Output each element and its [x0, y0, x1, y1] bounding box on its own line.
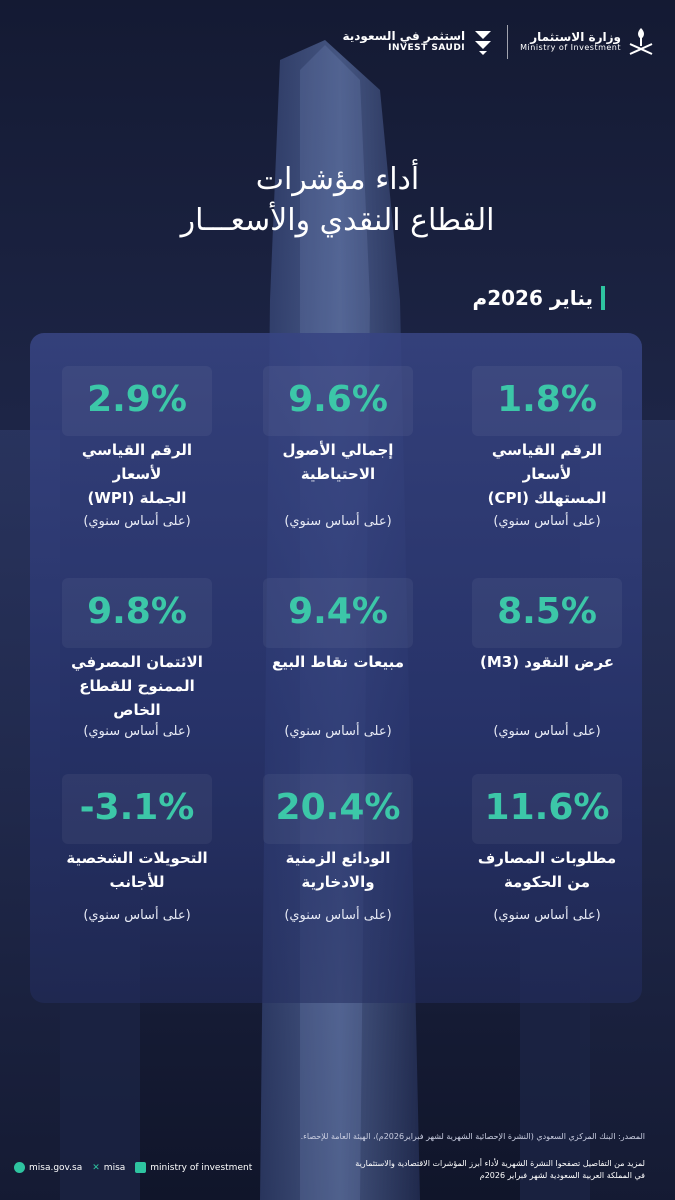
period-label: يناير 2026م — [473, 286, 605, 310]
linkedin-link[interactable]: ministry of investment — [150, 1162, 253, 1173]
indicator-label: التحويلات الشخصية للأجانب — [66, 849, 208, 891]
card-highlight — [263, 366, 413, 436]
indicator-card-cpi: 1.8% الرقم القياسي لأسعار المستهلك (CPI)… — [472, 366, 622, 529]
indicator-card-private-credit: 9.8% الائتمان المصرفي الممنوح للقطاع الخ… — [62, 578, 212, 739]
globe-icon — [14, 1162, 25, 1173]
indicator-label: الرقم القياسي لأسعار الجملة (WPI) — [81, 441, 193, 507]
card-highlight — [472, 774, 622, 844]
indicator-label: عرض النقود (M3) — [479, 653, 615, 671]
indicator-card-bank-claims-government: 11.6% مطلوبات المصارف من الحكومة (على أس… — [472, 774, 622, 923]
linkedin-icon — [135, 1162, 147, 1173]
card-highlight — [263, 578, 413, 648]
card-highlight — [62, 578, 212, 648]
indicator-label: مبيعات نقاط البيع — [271, 653, 405, 671]
indicator-label: مطلوبات المصارف من الحكومة — [477, 849, 617, 891]
indicator-card-personal-transfers: -3.1% التحويلات الشخصية للأجانب (على أسا… — [62, 774, 212, 923]
header-logos: استثمر في السعودية INVEST SAUDI وزارة ال… — [342, 20, 655, 64]
period-text: يناير 2026م — [472, 286, 593, 310]
title-line-1: أداء مؤشرات — [255, 162, 420, 197]
indicator-label: الودائع الزمنية والادخارية — [285, 849, 391, 891]
indicator-card-money-supply: 8.5% عرض النقود (M3) (على أساس سنوي) — [472, 578, 622, 739]
title-line-2: القطاع النقدي والأسعـــار — [180, 203, 495, 238]
website-link[interactable]: misa.gov.sa — [29, 1162, 83, 1173]
card-highlight — [472, 366, 622, 436]
indicator-basis: (على أساس سنوي) — [83, 514, 191, 529]
social-links: misa.gov.sa ✕ misa ministry of investmen… — [14, 1162, 252, 1173]
indicator-card-time-savings-deposits: 20.4% الودائع الزمنية والادخارية (على أس… — [263, 774, 413, 923]
x-icon: ✕ — [92, 1162, 100, 1173]
source-note: المصدر: البنك المركزي السعودي (النشرة ال… — [300, 1132, 645, 1141]
indicator-basis: (على أساس سنوي) — [83, 908, 191, 923]
indicator-value: 11.6% — [484, 787, 610, 828]
moi-arabic: وزارة الاستثمار — [530, 30, 621, 44]
indicator-basis: (على أساس سنوي) — [493, 908, 601, 923]
indicator-label: الرقم القياسي لأسعار المستهلك (CPI) — [487, 441, 607, 507]
logo-separator — [507, 25, 509, 59]
indicator-basis: (على أساس سنوي) — [284, 908, 392, 923]
indicator-value: 9.8% — [87, 591, 187, 632]
indicator-label: إجمالي الأصول الاحتياطية — [282, 441, 394, 483]
indicator-card-pos-sales: 9.4% مبيعات نقاط البيع (على أساس سنوي) — [263, 578, 413, 739]
indicator-value: 20.4% — [275, 787, 401, 828]
invest-saudi-logo: استثمر في السعودية INVEST SAUDI — [342, 27, 495, 57]
indicator-value: 9.4% — [288, 591, 388, 632]
card-highlight — [62, 774, 212, 844]
invest-saudi-arabic: استثمر في السعودية — [342, 29, 466, 44]
footer: لمزيد من التفاصيل تصفحوا النشرة الشهرية … — [0, 1158, 675, 1190]
indicator-basis: (على أساس سنوي) — [284, 514, 392, 529]
indicator-basis: (على أساس سنوي) — [83, 724, 191, 739]
indicator-card-reserve-assets: 9.6% إجمالي الأصول الاحتياطية (على أساس … — [263, 366, 413, 529]
indicator-card-wpi: 2.9% الرقم القياسي لأسعار الجملة (WPI) (… — [62, 366, 212, 529]
indicator-value: 9.6% — [288, 379, 388, 420]
card-highlight — [62, 366, 212, 436]
indicator-value: -3.1% — [79, 787, 195, 828]
footer-note: لمزيد من التفاصيل تصفحوا النشرة الشهرية … — [355, 1159, 645, 1180]
period-accent-bar — [601, 286, 605, 310]
card-highlight — [472, 578, 622, 648]
ministry-of-investment-logo: وزارة الاستثمار Ministry of Investment — [520, 26, 655, 58]
saudi-emblem-icon — [629, 28, 653, 55]
card-highlight — [263, 774, 413, 844]
indicator-value: 8.5% — [497, 591, 597, 632]
moi-english: Ministry of Investment — [520, 43, 621, 53]
x-handle-link[interactable]: misa — [103, 1162, 126, 1173]
indicators-panel — [30, 333, 642, 1003]
invest-saudi-emblem-icon — [475, 31, 492, 55]
invest-saudi-english: INVEST SAUDI — [388, 42, 466, 53]
indicator-value: 1.8% — [497, 379, 597, 420]
indicator-label: الائتمان المصرفي الممنوح للقطاع الخاص — [71, 653, 203, 719]
indicator-basis: (على أساس سنوي) — [284, 724, 392, 739]
indicator-value: 2.9% — [87, 379, 187, 420]
indicator-basis: (على أساس سنوي) — [493, 514, 601, 529]
indicator-basis: (على أساس سنوي) — [493, 724, 601, 739]
page-title: أداء مؤشرات القطاع النقدي والأسعـــار — [0, 160, 675, 242]
